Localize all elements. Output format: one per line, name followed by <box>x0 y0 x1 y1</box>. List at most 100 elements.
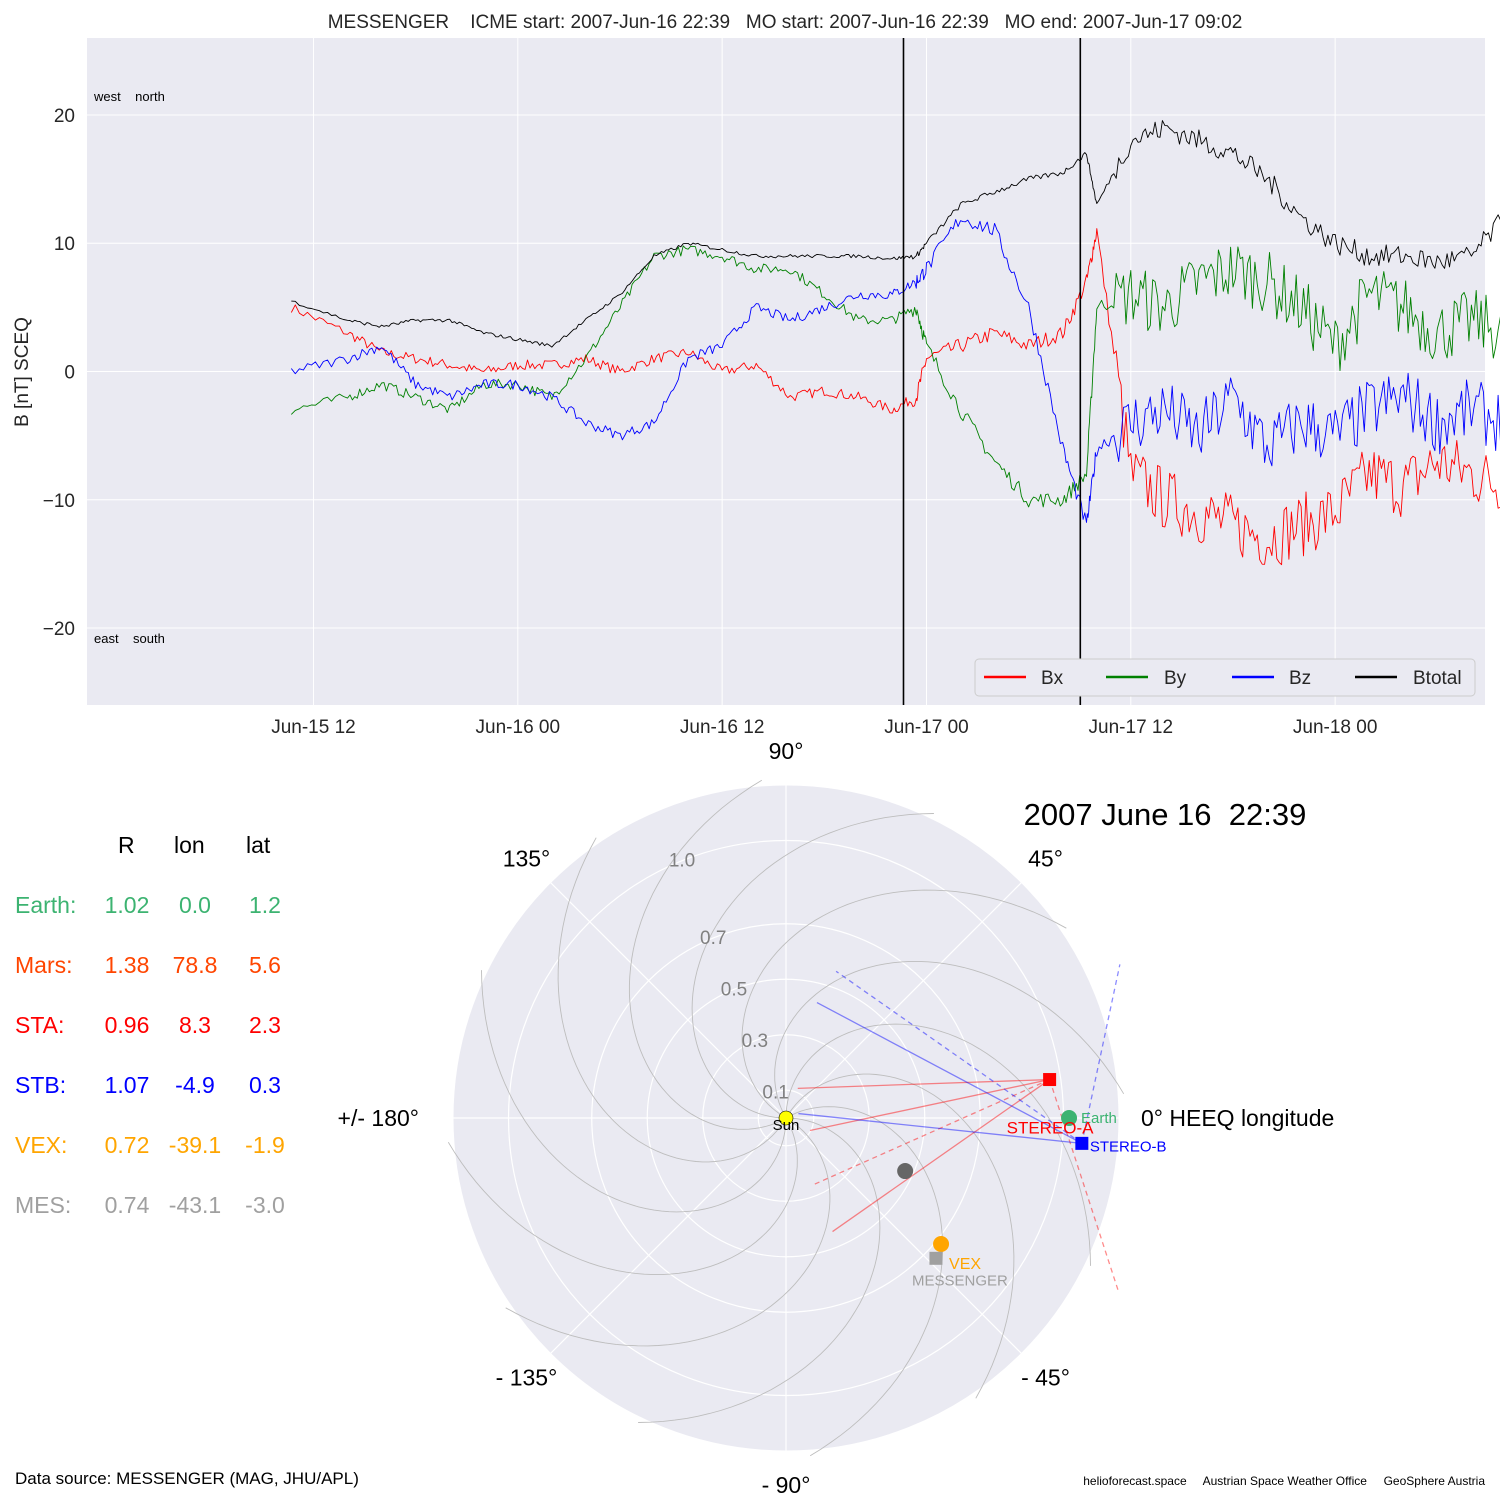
annotation-west-north: west north <box>93 89 165 104</box>
timeseries-grid <box>87 38 1485 705</box>
table-cell-r: 0.72 <box>104 1132 150 1158</box>
parker-spiral <box>691 813 934 1119</box>
sta-fov-line <box>797 1078 1050 1089</box>
parker-spiral <box>741 889 1067 1119</box>
legend-label-by: By <box>1164 668 1187 689</box>
angle-gridline <box>550 1117 787 1354</box>
table-header-r: R <box>118 832 135 858</box>
stb-fov-line <box>816 1001 1083 1144</box>
table-row-name: Earth: <box>15 892 77 918</box>
polar-outline <box>452 784 1120 1452</box>
table-cell-lat: 0.3 <box>249 1072 281 1098</box>
radial-tick-label: 1.0 <box>669 851 695 872</box>
fov-lines <box>797 964 1121 1294</box>
table-cell-r: 0.96 <box>104 1012 150 1038</box>
y-tick-label: −10 <box>43 491 75 512</box>
parker-spiral <box>785 1106 944 1457</box>
series-line-bz <box>290 219 1500 523</box>
series-line-btotal <box>291 120 1500 348</box>
stereo-b-label: STEREO-B <box>1090 1138 1167 1155</box>
y-tick-label: −20 <box>43 619 75 640</box>
angle-gridline <box>785 1117 1022 1354</box>
angle-label: +/- 180° <box>338 1105 419 1131</box>
table-row-name: STB: <box>15 1072 67 1098</box>
angle-gridline <box>785 882 1022 1119</box>
table-header-lat: lat <box>246 832 271 858</box>
table-cell-lat: 2.3 <box>249 1012 281 1038</box>
table-cell-lat: -1.9 <box>245 1132 285 1158</box>
table-cell-r: 1.07 <box>104 1072 150 1098</box>
radial-tick-labels: 0.1 0.3 0.5 0.7 1.0 <box>669 851 789 1104</box>
angle-gridline <box>550 882 787 1119</box>
table-cell-lon: 0.0 <box>179 892 211 918</box>
table-row-name: VEX: <box>15 1132 68 1158</box>
table-row-name: Mars: <box>15 952 73 978</box>
x-tick-label: Jun-16 12 <box>680 717 765 738</box>
stb-fov-line <box>798 1112 1082 1145</box>
data-source: Data source: MESSENGER (MAG, JHU/APL) <box>15 1469 359 1488</box>
radial-tick-label: 0.3 <box>742 1031 768 1052</box>
x-tick-label: Jun-17 00 <box>884 717 969 738</box>
messenger-label: MESSENGER <box>912 1272 1008 1289</box>
parker-spiral <box>785 1073 1015 1399</box>
angle-label: 90° <box>769 738 804 764</box>
earth-label: Earth <box>1081 1110 1117 1127</box>
table-row-name: STA: <box>15 1012 65 1038</box>
table-cell-r: 1.02 <box>104 892 150 918</box>
annotation-east-south: east south <box>94 631 165 646</box>
legend-label-btotal: Btotal <box>1413 668 1462 689</box>
parker-spiral <box>505 1117 831 1347</box>
angle-label: 45° <box>1028 845 1063 871</box>
parker-spiral <box>557 837 787 1163</box>
sta-fov-line <box>1048 1079 1120 1294</box>
event-lines <box>902 38 1082 705</box>
parker-spiral <box>481 970 787 1213</box>
stereo-b-marker <box>1075 1136 1089 1150</box>
sta-fov-line <box>832 1079 1050 1233</box>
parker-spiral <box>628 779 787 1130</box>
unlabeled-marker <box>897 1163 914 1180</box>
y-axis-label: B [nT] SCEQ <box>12 317 33 427</box>
angle-label: - 135° <box>496 1365 558 1391</box>
table-cell-lon: 8.3 <box>179 1012 211 1038</box>
legend-box <box>974 658 1476 697</box>
parker-spiral <box>447 1117 798 1276</box>
legend: Bx By Bz Btotal <box>974 658 1476 697</box>
table-cell-lon: -43.1 <box>168 1192 222 1218</box>
parker-spirals <box>447 779 1125 1457</box>
timeseries-title: MESSENGER ICME start: 2007-Jun-16 22:39 … <box>328 12 1243 33</box>
table-cell-lon: 78.8 <box>172 952 218 978</box>
table-cell-lat: -3.0 <box>245 1192 285 1218</box>
polar-panel: 0.1 0.3 0.5 0.7 1.0 0° HEEQ longitude 45° 90° 1… <box>338 738 1335 1498</box>
x-tick-label: Jun-18 00 <box>1293 717 1378 738</box>
timeseries-panel: −20 −10 0 10 20 Jun-15 12 Jun-16 00 Jun-16 12 Ju… <box>12 12 1500 738</box>
sta-fov-line <box>809 1078 1050 1132</box>
stb-fov-line <box>835 970 1083 1144</box>
vex-marker <box>933 1236 950 1253</box>
angle-label: - 90° <box>762 1472 811 1498</box>
legend-label-bx: Bx <box>1041 668 1064 689</box>
angle-label: - 45° <box>1021 1365 1070 1391</box>
x-tick-label: Jun-15 12 <box>271 717 356 738</box>
table-cell-lat: 1.2 <box>249 892 281 918</box>
table-cell-lat: 5.6 <box>249 952 281 978</box>
messenger-marker <box>929 1251 943 1265</box>
parker-spiral <box>638 1117 881 1423</box>
table-cell-lon: -4.9 <box>175 1072 215 1098</box>
timeseries-lines <box>290 120 1500 566</box>
y-tick-label: 10 <box>54 234 75 255</box>
radial-tick-label: 0.7 <box>700 928 726 949</box>
radial-tick-label: 0.1 <box>762 1082 788 1103</box>
sun-marker <box>778 1110 794 1126</box>
stereo-a-marker <box>1043 1073 1057 1087</box>
sun-label: Sun <box>773 1117 800 1134</box>
table-header-lon: lon <box>174 832 205 858</box>
table-row-name: MES: <box>15 1192 72 1218</box>
parker-spiral <box>774 960 1125 1119</box>
legend-label-bz: Bz <box>1289 668 1311 689</box>
x-tick-label: Jun-17 12 <box>1089 717 1174 738</box>
series-line-bx <box>290 228 1500 566</box>
angle-label: 135° <box>503 845 551 871</box>
stereo-a-label: STEREO-A <box>1007 1119 1095 1138</box>
